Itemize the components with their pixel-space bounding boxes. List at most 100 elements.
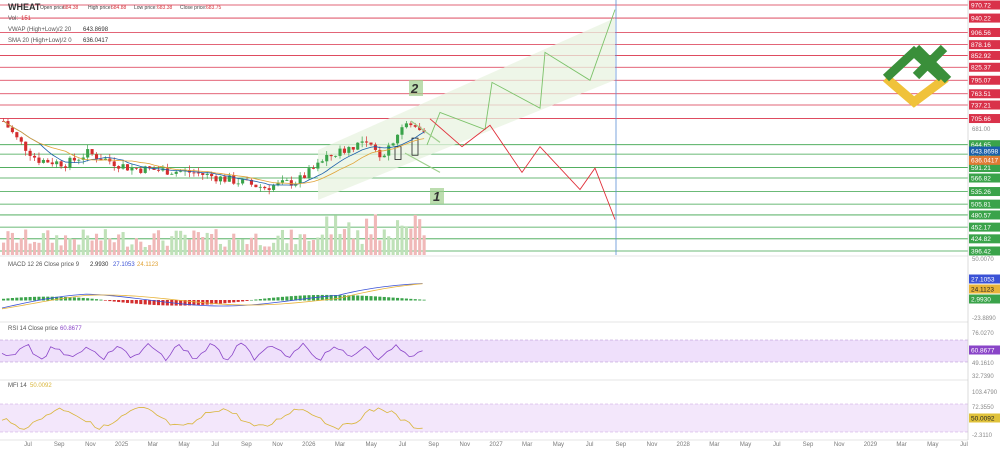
candle-body [68, 157, 72, 168]
support-tag: 505.81 [971, 201, 991, 208]
candle-body [365, 141, 369, 143]
macd-histogram-bar [272, 297, 276, 301]
macd-axis-bottom: -23.8890 [972, 316, 996, 322]
month-label: 2027 [489, 442, 503, 448]
volume-bar [258, 245, 262, 255]
support-tag: 535.26 [971, 189, 991, 196]
price-tick: 681.00 [972, 127, 991, 133]
channel-zone [318, 18, 615, 200]
candle-body [170, 173, 174, 175]
macd-tag: 27.1053 [971, 276, 995, 283]
volume-bar [316, 237, 320, 255]
resistance-tag: 940.22 [971, 15, 991, 22]
sma-tag: 636.0417 [971, 158, 998, 165]
rsi-tag-bg [969, 345, 1000, 355]
candle-body [418, 126, 422, 131]
candle-body [320, 161, 324, 163]
low-label: Low price: [134, 5, 157, 11]
candle-body [396, 134, 400, 144]
macd-tag-bg [969, 274, 1000, 284]
candle-body [254, 184, 258, 188]
volume-bar [32, 241, 37, 255]
volume-bar [294, 244, 298, 255]
resistance-tag-bg [969, 75, 1000, 85]
volume-bar [245, 244, 249, 255]
volume-bar [41, 233, 45, 255]
candle-body [210, 173, 214, 177]
volume-bar [223, 246, 227, 255]
macd-v1: 2.9930 [90, 262, 109, 268]
volume-bar [165, 245, 169, 255]
candle-body [218, 176, 223, 182]
candle-body [285, 180, 289, 181]
high-value: 684.88 [111, 5, 127, 11]
macd-histogram-bar [94, 299, 99, 301]
candle-body [134, 167, 138, 169]
macd-histogram-bar [413, 299, 417, 301]
volume-bar [413, 214, 417, 255]
support-tag-bg [969, 187, 1000, 197]
macd-histogram-bar [391, 297, 395, 301]
volume-bar [236, 239, 240, 255]
candle-body [99, 158, 103, 161]
histogram-tag: 2.9930 [971, 296, 991, 303]
month-label: Jul [24, 442, 32, 448]
macd-histogram-bar [227, 300, 231, 303]
resistance-tag-bg [969, 0, 1000, 10]
candle-body [387, 145, 391, 156]
month-label: Jul [773, 442, 781, 448]
month-label: Sep [803, 442, 814, 448]
volume-bar [263, 246, 267, 255]
volume-bar [24, 229, 28, 255]
macd-histogram-bar [37, 296, 41, 301]
macd-histogram-bar [382, 296, 386, 301]
svg-text:1: 1 [433, 189, 440, 204]
month-label: May [178, 442, 189, 448]
macd-v3: 24.1123 [137, 262, 159, 268]
rsi-line [1, 342, 423, 362]
candle-body [117, 166, 121, 169]
rsi-value: 60.8677 [60, 326, 82, 332]
volume-bar [365, 218, 369, 255]
mfi-zone [0, 404, 968, 432]
vol-label: Vol: [8, 16, 18, 22]
mfi-axis-top: 103.4790 [972, 390, 998, 396]
candle-body [334, 155, 338, 157]
macd-histogram-bar [356, 295, 360, 301]
rsi-axis-top: 76.0270 [972, 331, 994, 337]
volume-bar [391, 238, 395, 255]
month-label: Sep [615, 442, 626, 448]
macd-histogram-bar [245, 300, 249, 301]
volume-bar [373, 214, 377, 255]
macd-histogram-bar [294, 295, 298, 301]
vwap-line [3, 120, 425, 186]
macd-histogram-bar [32, 296, 37, 301]
macd-histogram-bar [404, 298, 408, 301]
resistance-tag: 878.16 [971, 42, 991, 49]
vol-value: 151 [21, 16, 32, 22]
macd-histogram-bar [232, 300, 236, 303]
macd-histogram-bar [6, 298, 10, 301]
wave-connector [404, 152, 441, 173]
candle-body [94, 154, 99, 159]
support-tag: 566.82 [971, 175, 991, 182]
candle-body [130, 167, 134, 171]
volume-bar [342, 229, 346, 255]
candle-body [77, 159, 81, 161]
candle-body [347, 147, 351, 153]
candle-body [205, 173, 209, 175]
price-axis-tags: 970.72 940.22 906.56 878.16 852.92 825.37 795.… [969, 0, 1000, 423]
support-tag-bg [969, 163, 1000, 173]
close-value: 683.75 [206, 5, 222, 11]
volume-bar [303, 234, 307, 255]
month-label: May [927, 442, 938, 448]
candle-body [59, 161, 63, 167]
volume-bar [356, 230, 360, 255]
month-label: May [740, 442, 751, 448]
resistance-tag: 763.51 [971, 91, 991, 98]
volume-bar [55, 235, 59, 255]
resistance-tag-bg [969, 27, 1000, 37]
chart-legend: WHEAT Open price: 684.38 High price: 684… [8, 2, 222, 44]
volume-bar [285, 243, 289, 255]
